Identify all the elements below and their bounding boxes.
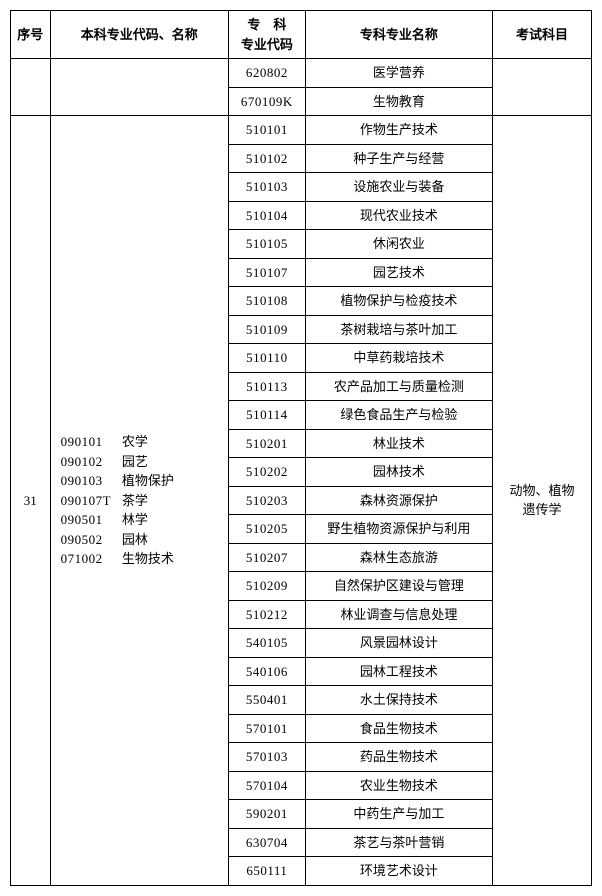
bk-name: 林学 (119, 512, 148, 527)
zk-name: 医学营养 (305, 59, 492, 88)
th-zk-code: 专 科 专业代码 (228, 11, 305, 59)
th-exam: 考试科目 (492, 11, 591, 59)
bk-code: 090102 (61, 452, 119, 472)
zk-name: 茶树栽培与茶叶加工 (305, 315, 492, 344)
zk-name: 园林技术 (305, 458, 492, 487)
zk-code: 540105 (228, 629, 305, 658)
exam-cell (492, 59, 591, 116)
bk-code: 090103 (61, 471, 119, 491)
zk-name: 食品生物技术 (305, 714, 492, 743)
th-bk: 本科专业代码、名称 (50, 11, 228, 59)
bk-name: 园林 (119, 532, 148, 547)
zk-name: 现代农业技术 (305, 201, 492, 230)
bk-code: 090502 (61, 530, 119, 550)
zk-name: 园艺技术 (305, 258, 492, 287)
exam-l2: 遗传学 (522, 502, 561, 517)
zk-name: 林业调查与信息处理 (305, 600, 492, 629)
zk-code: 510105 (228, 230, 305, 259)
zk-code: 510109 (228, 315, 305, 344)
exam-cell: 动物、植物遗传学 (492, 116, 591, 886)
zk-code: 670109K (228, 87, 305, 116)
zk-code: 510101 (228, 116, 305, 145)
th-seq: 序号 (11, 11, 51, 59)
zk-code: 510113 (228, 372, 305, 401)
zk-name: 作物生产技术 (305, 116, 492, 145)
zk-code: 540106 (228, 657, 305, 686)
zk-name: 植物保护与检疫技术 (305, 287, 492, 316)
zk-code: 650111 (228, 857, 305, 886)
exam-l1: 动物、植物 (509, 483, 574, 498)
table-row: 620802医学营养 (11, 59, 592, 88)
zk-code: 510212 (228, 600, 305, 629)
bk-name: 茶学 (119, 493, 148, 508)
zk-name: 风景园林设计 (305, 629, 492, 658)
seq-cell: 31 (11, 116, 51, 886)
zk-code: 570104 (228, 771, 305, 800)
zk-name: 农产品加工与质量检测 (305, 372, 492, 401)
zk-name: 设施农业与装备 (305, 173, 492, 202)
bk-code: 090501 (61, 510, 119, 530)
zk-name: 中药生产与加工 (305, 800, 492, 829)
bk-code: 071002 (61, 549, 119, 569)
zk-code: 510103 (228, 173, 305, 202)
bk-cell: 090101 农学090102 园艺090103 植物保护090107T 茶学0… (50, 116, 228, 886)
bk-line: 090501 林学 (61, 510, 224, 530)
zk-code: 510108 (228, 287, 305, 316)
zk-name: 种子生产与经营 (305, 144, 492, 173)
bk-line: 071002 生物技术 (61, 549, 224, 569)
zk-name: 休闲农业 (305, 230, 492, 259)
bk-name: 生物技术 (119, 551, 174, 566)
bk-line: 090502 园林 (61, 530, 224, 550)
zk-code: 570101 (228, 714, 305, 743)
zk-code: 510207 (228, 543, 305, 572)
zk-name: 农业生物技术 (305, 771, 492, 800)
zk-code: 620802 (228, 59, 305, 88)
zk-code: 550401 (228, 686, 305, 715)
th-zk-code-l1: 专 科 (247, 17, 286, 32)
zk-code: 630704 (228, 828, 305, 857)
zk-name: 茶艺与茶叶营销 (305, 828, 492, 857)
zk-code: 570103 (228, 743, 305, 772)
zk-code: 510107 (228, 258, 305, 287)
zk-name: 药品生物技术 (305, 743, 492, 772)
zk-name: 林业技术 (305, 429, 492, 458)
zk-name: 野生植物资源保护与利用 (305, 515, 492, 544)
zk-code: 510110 (228, 344, 305, 373)
zk-name: 环境艺术设计 (305, 857, 492, 886)
bk-line: 090101 农学 (61, 432, 224, 452)
bk-name: 植物保护 (119, 473, 174, 488)
bk-code: 090101 (61, 432, 119, 452)
zk-code: 510205 (228, 515, 305, 544)
bk-line: 090107T 茶学 (61, 491, 224, 511)
table-header: 序号 本科专业代码、名称 专 科 专业代码 专科专业名称 考试科目 (11, 11, 592, 59)
bk-line: 090102 园艺 (61, 452, 224, 472)
seq-cell (11, 59, 51, 116)
bk-line: 090103 植物保护 (61, 471, 224, 491)
bk-name: 园艺 (119, 454, 148, 469)
zk-code: 510203 (228, 486, 305, 515)
zk-name: 绿色食品生产与检验 (305, 401, 492, 430)
th-zk-code-l2: 专业代码 (241, 37, 293, 52)
zk-code: 510202 (228, 458, 305, 487)
th-zk-name: 专科专业名称 (305, 11, 492, 59)
table-row: 31090101 农学090102 园艺090103 植物保护090107T 茶… (11, 116, 592, 145)
zk-code: 510104 (228, 201, 305, 230)
zk-name: 水土保持技术 (305, 686, 492, 715)
zk-code: 590201 (228, 800, 305, 829)
zk-code: 510114 (228, 401, 305, 430)
bk-name: 农学 (119, 434, 148, 449)
mapping-table: 序号 本科专业代码、名称 专 科 专业代码 专科专业名称 考试科目 620802… (10, 10, 592, 886)
zk-name: 中草药栽培技术 (305, 344, 492, 373)
bk-code: 090107T (61, 491, 119, 511)
zk-code: 510102 (228, 144, 305, 173)
zk-name: 生物教育 (305, 87, 492, 116)
zk-name: 园林工程技术 (305, 657, 492, 686)
table-body: 620802医学营养670109K生物教育31090101 农学090102 园… (11, 59, 592, 886)
bk-cell (50, 59, 228, 116)
zk-name: 森林资源保护 (305, 486, 492, 515)
zk-name: 森林生态旅游 (305, 543, 492, 572)
zk-code: 510201 (228, 429, 305, 458)
zk-code: 510209 (228, 572, 305, 601)
zk-name: 自然保护区建设与管理 (305, 572, 492, 601)
